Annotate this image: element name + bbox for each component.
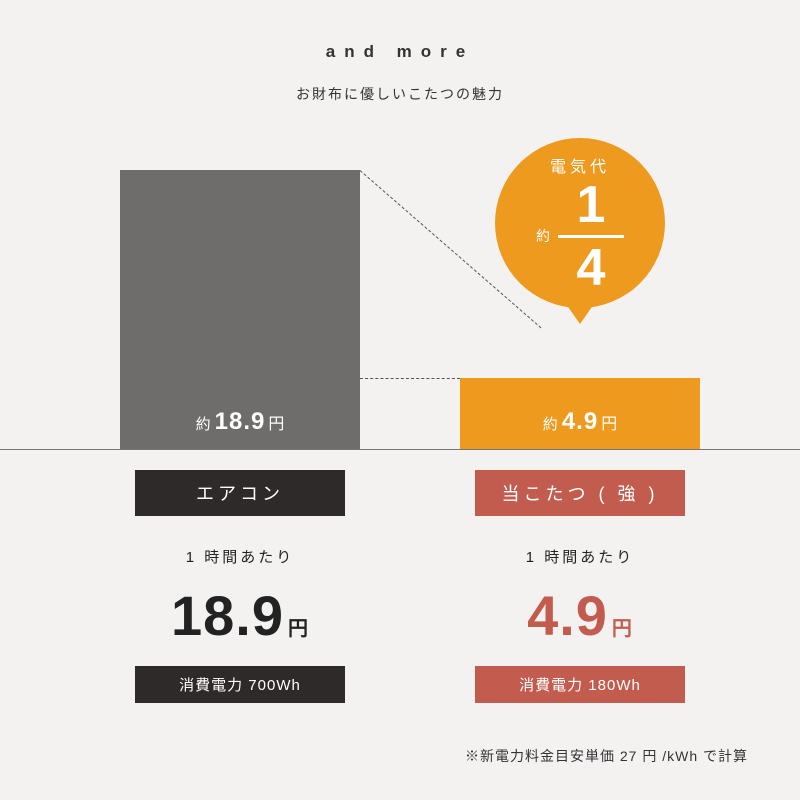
connector-bottom — [360, 378, 460, 379]
callout-numerator: 1 — [577, 179, 606, 231]
callout-top-label: 電気代 — [550, 153, 610, 177]
bar-kotatsu-value: 4.9 — [562, 408, 598, 435]
bar-aircon-approx: 約 — [196, 416, 211, 433]
aircon-power-tag: 消費電力 700Wh — [135, 666, 345, 703]
bar-aircon-value: 18.9 — [215, 408, 266, 435]
callout-approx: 約 — [536, 229, 550, 243]
callout-fraction: 約 1 4 — [536, 179, 624, 294]
aircon-name-tag: エアコン — [135, 470, 345, 516]
footnote: ※新電力料金目安単価 27 円 /kWh で計算 — [465, 746, 748, 766]
kotatsu-price-unit: 円 — [612, 618, 633, 640]
kotatsu-name-tag: 当こたつ ( 強 ) — [475, 470, 685, 516]
detail-col-kotatsu: 当こたつ ( 強 ) 1 時間あたり 4.9円 消費電力 180Wh — [450, 470, 710, 703]
detail-col-aircon: エアコン 1 時間あたり 18.9円 消費電力 700Wh — [110, 470, 370, 703]
kotatsu-price-value: 4.9 — [527, 584, 608, 647]
bar-aircon: 約18.9円 — [120, 170, 360, 450]
header-eyebrow: and more — [0, 42, 800, 62]
cost-comparison-chart: 約18.9円 約4.9円 電気代 約 1 4 — [0, 170, 800, 450]
callout-balloon: 電気代 約 1 4 — [495, 138, 665, 308]
callout-denominator: 4 — [577, 242, 606, 294]
header: and more お財布に優しいこたつの魅力 — [0, 0, 800, 104]
bar-aircon-label: 約18.9円 — [120, 408, 360, 436]
bar-kotatsu-approx: 約 — [543, 416, 558, 433]
kotatsu-price: 4.9円 — [450, 583, 710, 648]
bar-kotatsu-label: 約4.9円 — [460, 408, 700, 436]
bar-kotatsu: 約4.9円 — [460, 378, 700, 450]
bar-aircon-unit: 円 — [268, 416, 284, 433]
header-subtitle: お財布に優しいこたつの魅力 — [0, 84, 800, 104]
aircon-price: 18.9円 — [110, 583, 370, 648]
kotatsu-per-hour-label: 1 時間あたり — [450, 546, 710, 567]
infographic-root: and more お財布に優しいこたつの魅力 約18.9円 約4.9円 電気代 … — [0, 0, 800, 800]
aircon-per-hour-label: 1 時間あたり — [110, 546, 370, 567]
chart-baseline — [0, 449, 800, 450]
fraction-bar-icon — [558, 235, 624, 238]
bar-kotatsu-unit: 円 — [601, 416, 617, 433]
aircon-price-value: 18.9 — [171, 584, 284, 647]
kotatsu-power-tag: 消費電力 180Wh — [475, 666, 685, 703]
aircon-price-unit: 円 — [288, 618, 309, 640]
